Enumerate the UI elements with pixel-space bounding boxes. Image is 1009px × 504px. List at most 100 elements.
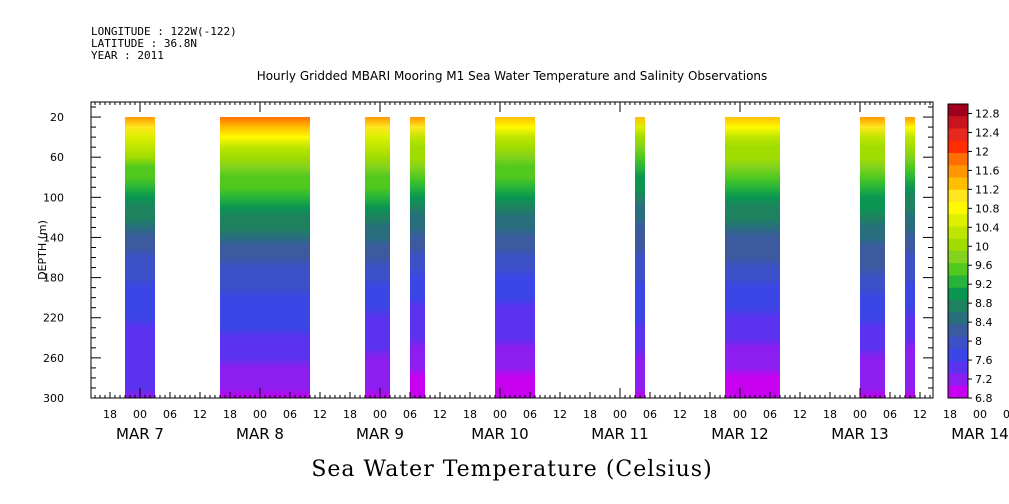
- temperature-segment: [905, 117, 915, 399]
- y-tick-label: 260: [43, 352, 64, 365]
- colorbar-swatch: [948, 287, 968, 301]
- colorbar-label: 10.4: [975, 221, 1000, 234]
- colorbar-label: 6.8: [975, 392, 993, 405]
- colorbar-label: 7.2: [975, 373, 993, 386]
- y-tick-label: 20: [50, 111, 64, 124]
- x-hour-label: 06: [283, 408, 297, 421]
- colorbar-swatch: [948, 336, 968, 350]
- colorbar-swatch: [948, 165, 968, 178]
- temperature-segment: [495, 117, 535, 399]
- x-hour-label: 00: [253, 408, 267, 421]
- temperature-segment: [365, 117, 390, 399]
- colorbar-swatch: [948, 128, 968, 142]
- x-hour-label: 00: [973, 408, 987, 421]
- x-hour-label: 00: [613, 408, 627, 421]
- colorbar-label: 11.2: [975, 183, 1000, 196]
- colorbar-swatch: [948, 116, 968, 129]
- colorbar-swatch: [948, 153, 968, 166]
- colorbar-swatch: [948, 251, 968, 264]
- x-hour-label: 12: [913, 408, 927, 421]
- x-hour-label: 06: [1003, 408, 1009, 421]
- x-hour-label: 18: [103, 408, 117, 421]
- temperature-segment: [860, 117, 885, 399]
- x-axis: 18 00 06 12 18 00 06 12 18 00 06 12 18 00 06 12 18 00 06 12…: [94, 102, 1009, 443]
- x-hour-label: 06: [883, 408, 897, 421]
- y-tick-label: 220: [43, 312, 64, 325]
- x-day-label: MAR 14: [951, 425, 1008, 443]
- x-hour-label: 18: [223, 408, 237, 421]
- x-hour-label: 00: [733, 408, 747, 421]
- colorbar-swatch: [948, 202, 968, 215]
- x-day-label: MAR 7: [116, 425, 164, 443]
- y-tick-label: 100: [43, 191, 64, 204]
- colorbar-swatch: [948, 361, 968, 374]
- colorbar-swatch: [948, 349, 968, 362]
- colorbar-swatch: [948, 140, 968, 154]
- colorbar-label: 8.8: [975, 297, 993, 310]
- temperature-segment: [125, 117, 155, 399]
- x-hour-label: 12: [793, 408, 807, 421]
- colorbar-swatch: [948, 324, 968, 338]
- x-hour-label: 00: [493, 408, 507, 421]
- y-tick-label: 180: [43, 272, 64, 285]
- x-day-label: MAR 8: [236, 425, 284, 443]
- colorbar-label: 10.8: [975, 202, 1000, 215]
- chart-title: Hourly Gridded MBARI Mooring M1 Sea Wate…: [257, 69, 768, 83]
- colorbar-swatch: [948, 238, 968, 252]
- x-hour-label: 18: [583, 408, 597, 421]
- x-hour-label: 12: [673, 408, 687, 421]
- x-hour-label: 12: [553, 408, 567, 421]
- x-hour-label: 00: [373, 408, 387, 421]
- year-label: YEAR : 2011: [91, 49, 164, 62]
- colorbar-swatch: [948, 263, 968, 276]
- x-hour-label: 06: [643, 408, 657, 421]
- x-hour-label: 12: [433, 408, 447, 421]
- y-axis: 20 60 100 140 180 220 260 300: [43, 106, 933, 405]
- plot-frame: [90, 101, 934, 399]
- colorbar-frame: [947, 103, 969, 399]
- x-day-label: MAR 13: [831, 425, 888, 443]
- colorbar-label: 12.8: [975, 107, 1000, 120]
- y-tick-label: 60: [50, 151, 64, 164]
- x-day-label: MAR 10: [471, 425, 528, 443]
- x-hour-label: 06: [403, 408, 417, 421]
- x-hour-label: 18: [703, 408, 717, 421]
- colorbar-swatch: [948, 300, 968, 313]
- x-hour-label: 18: [463, 408, 477, 421]
- colorbar-swatch: [948, 275, 968, 289]
- x-hour-label: 18: [943, 408, 957, 421]
- x-day-label: MAR 11: [591, 425, 648, 443]
- colorbar-swatch: [948, 226, 968, 240]
- temperature-segment: [410, 117, 425, 399]
- colorbar-label: 12: [975, 145, 989, 158]
- x-hour-label: 12: [193, 408, 207, 421]
- temperature-segment: [635, 117, 645, 399]
- x-hour-label: 12: [313, 408, 327, 421]
- x-hour-label: 18: [343, 408, 357, 421]
- temperature-segments: [125, 117, 915, 399]
- latitude-label: LATITUDE : 36.8N: [91, 37, 197, 50]
- x-hour-label: 06: [523, 408, 537, 421]
- colorbar-swatch: [948, 104, 968, 117]
- colorbar-label: 8: [975, 335, 982, 348]
- x-day-label: MAR 9: [356, 425, 404, 443]
- x-hour-label: 06: [163, 408, 177, 421]
- colorbar-swatch: [948, 385, 968, 399]
- colorbar-label: 7.6: [975, 354, 993, 367]
- colorbar-label: 10: [975, 240, 989, 253]
- colorbar-label: 12.4: [975, 126, 1000, 139]
- colorbar-swatch: [948, 312, 968, 325]
- colorbar-swatch: [948, 177, 968, 191]
- x-hour-label: 18: [823, 408, 837, 421]
- colorbar-label: 9.2: [975, 278, 993, 291]
- y-tick-label: 300: [43, 392, 64, 405]
- colorbar-swatch: [948, 189, 968, 203]
- x-axis-title: Sea Water Temperature (Celsius): [311, 457, 712, 482]
- x-hour-label: 00: [133, 408, 147, 421]
- longitude-label: LONGITUDE : 122W(-122): [91, 25, 237, 38]
- colorbar: 12.8 12.4 12 11.6 11.2 10.8 10.4 10 9.6 9.2 8.8 8.4…: [947, 103, 1000, 405]
- y-axis-label: DEPTH (m): [36, 220, 49, 280]
- colorbar-label: 9.6: [975, 259, 993, 272]
- colorbar-label: 11.6: [975, 164, 1000, 177]
